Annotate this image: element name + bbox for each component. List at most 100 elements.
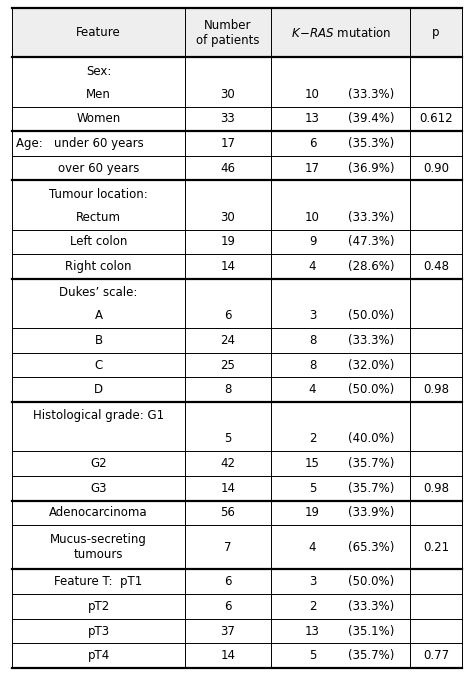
Text: 33: 33 (220, 112, 236, 125)
Text: (33.3%): (33.3%) (348, 88, 394, 101)
Text: 4: 4 (309, 383, 316, 396)
Bar (12, 452, 462, 476)
Text: 0.98: 0.98 (423, 383, 449, 396)
Text: pT4: pT4 (88, 649, 110, 662)
Bar (12, 644, 462, 668)
Text: 0.90: 0.90 (423, 162, 449, 174)
Bar (12, 619, 462, 644)
Bar (12, 525, 462, 569)
Text: G3: G3 (91, 482, 107, 495)
Text: 0.98: 0.98 (423, 482, 449, 495)
Text: 10: 10 (305, 88, 320, 101)
Text: A: A (95, 310, 103, 322)
Text: 14: 14 (220, 260, 236, 273)
Text: 5: 5 (309, 482, 316, 495)
Bar (12, 569, 462, 594)
Text: 17: 17 (305, 162, 320, 174)
Text: Right colon: Right colon (65, 260, 132, 273)
Text: 4: 4 (309, 260, 316, 273)
Text: 24: 24 (220, 334, 236, 347)
Text: 14: 14 (220, 482, 236, 495)
Text: 13: 13 (305, 112, 320, 125)
Text: B: B (94, 334, 103, 347)
Bar (12, 230, 462, 254)
Bar (12, 353, 462, 377)
Bar (12, 377, 462, 402)
Bar (12, 155, 462, 180)
Bar (12, 254, 462, 279)
Text: Feature: Feature (76, 26, 121, 39)
Text: (39.4%): (39.4%) (348, 112, 394, 125)
Bar (12, 500, 462, 525)
Text: Adenocarcinoma: Adenocarcinoma (49, 506, 148, 519)
Bar (12, 328, 462, 353)
Text: 4: 4 (309, 541, 316, 554)
Text: (35.7%): (35.7%) (348, 482, 394, 495)
Text: $\it{K\!-\!RAS}$ mutation: $\it{K\!-\!RAS}$ mutation (291, 26, 391, 40)
Text: (33.3%): (33.3%) (348, 334, 394, 347)
Text: 2: 2 (309, 433, 316, 445)
Text: 0.21: 0.21 (423, 541, 449, 554)
Text: (33.9%): (33.9%) (348, 506, 394, 519)
Text: 46: 46 (220, 162, 236, 174)
Text: 25: 25 (220, 358, 236, 372)
Text: 13: 13 (305, 625, 320, 637)
Text: D: D (94, 383, 103, 396)
Text: Histological grade: G1: Histological grade: G1 (33, 410, 164, 422)
Text: 5: 5 (309, 649, 316, 662)
Text: (36.9%): (36.9%) (348, 162, 394, 174)
Text: 5: 5 (224, 433, 232, 445)
Text: Age:   under 60 years: Age: under 60 years (16, 137, 144, 150)
Text: (28.6%): (28.6%) (348, 260, 394, 273)
Bar (12, 131, 462, 155)
Bar (12, 402, 462, 452)
Text: 0.612: 0.612 (419, 112, 453, 125)
Bar (12, 594, 462, 619)
Text: 0.77: 0.77 (423, 649, 449, 662)
Text: 8: 8 (309, 334, 316, 347)
Text: Feature T:  pT1: Feature T: pT1 (55, 575, 143, 588)
Text: 19: 19 (220, 235, 236, 249)
Text: (35.3%): (35.3%) (348, 137, 394, 150)
Text: (40.0%): (40.0%) (348, 433, 394, 445)
Text: 6: 6 (224, 575, 232, 588)
Bar (12, 57, 462, 107)
Bar (12, 107, 462, 131)
Bar (12, 180, 462, 230)
Text: 14: 14 (220, 649, 236, 662)
Text: C: C (94, 358, 103, 372)
Text: 3: 3 (309, 310, 316, 322)
Text: 19: 19 (305, 506, 320, 519)
Text: Mucus-secreting
tumours: Mucus-secreting tumours (50, 533, 147, 561)
Text: 10: 10 (305, 211, 320, 224)
Text: 8: 8 (309, 358, 316, 372)
Text: Sex:: Sex: (86, 64, 111, 78)
Text: 2: 2 (309, 600, 316, 613)
Text: pT2: pT2 (88, 600, 110, 613)
Text: 15: 15 (305, 457, 320, 470)
Text: (33.3%): (33.3%) (348, 211, 394, 224)
Text: (50.0%): (50.0%) (348, 310, 394, 322)
Text: Rectum: Rectum (76, 211, 121, 224)
Text: Tumour location:: Tumour location: (49, 188, 148, 201)
Text: (50.0%): (50.0%) (348, 383, 394, 396)
Text: Left colon: Left colon (70, 235, 128, 249)
Text: 6: 6 (309, 137, 316, 150)
Text: 6: 6 (224, 600, 232, 613)
Text: Number
of patients: Number of patients (196, 19, 260, 47)
Bar (12, 476, 462, 500)
Text: 7: 7 (224, 541, 232, 554)
Bar (12, 279, 462, 328)
Text: (32.0%): (32.0%) (348, 358, 394, 372)
Text: 6: 6 (224, 310, 232, 322)
Text: pT3: pT3 (88, 625, 109, 637)
Text: (35.7%): (35.7%) (348, 457, 394, 470)
Text: (35.7%): (35.7%) (348, 649, 394, 662)
Text: 42: 42 (220, 457, 236, 470)
Text: G2: G2 (91, 457, 107, 470)
Text: Men: Men (86, 88, 111, 101)
Text: 0.48: 0.48 (423, 260, 449, 273)
Text: 3: 3 (309, 575, 316, 588)
Text: 30: 30 (220, 88, 236, 101)
Text: 56: 56 (220, 506, 236, 519)
